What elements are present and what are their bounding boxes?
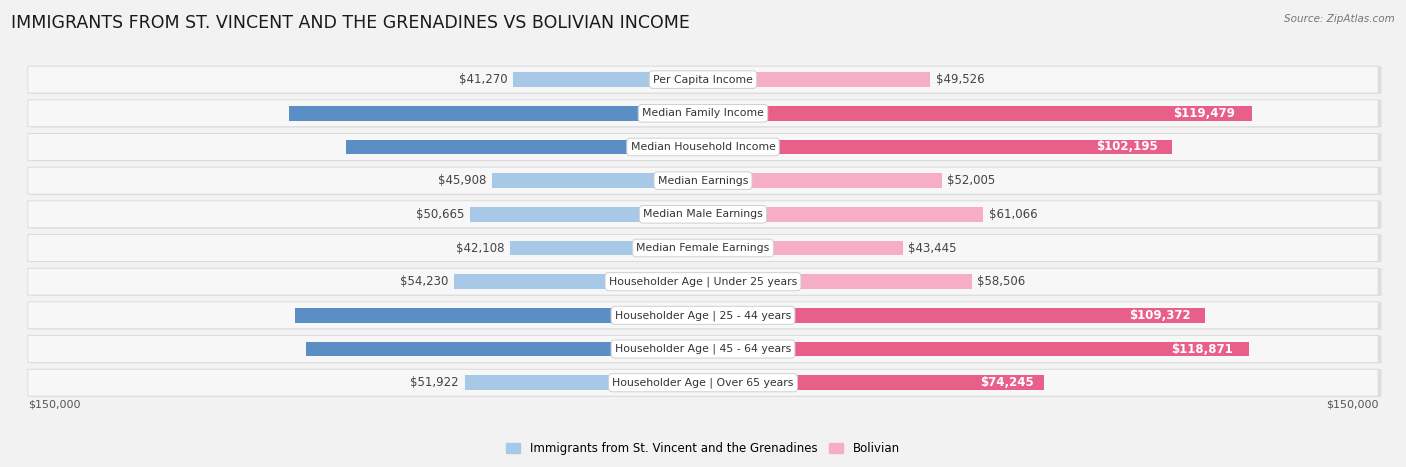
- Text: $118,871: $118,871: [1171, 342, 1233, 355]
- Text: $43,445: $43,445: [908, 241, 956, 255]
- Text: $88,888: $88,888: [690, 309, 745, 322]
- Bar: [346, 140, 703, 154]
- Text: $41,270: $41,270: [460, 73, 508, 86]
- Text: $49,526: $49,526: [936, 73, 984, 86]
- Text: $150,000: $150,000: [28, 400, 80, 410]
- Text: Householder Age | Over 65 years: Householder Age | Over 65 years: [612, 377, 794, 388]
- Text: $45,908: $45,908: [439, 174, 486, 187]
- FancyBboxPatch shape: [28, 66, 1378, 93]
- FancyBboxPatch shape: [31, 302, 1382, 330]
- Bar: [307, 342, 703, 356]
- Bar: [290, 106, 703, 120]
- FancyBboxPatch shape: [31, 268, 1382, 296]
- FancyBboxPatch shape: [31, 66, 1382, 94]
- Bar: [703, 72, 931, 87]
- FancyBboxPatch shape: [28, 100, 1378, 127]
- FancyBboxPatch shape: [31, 336, 1382, 363]
- Text: $58,506: $58,506: [977, 275, 1025, 288]
- Text: IMMIGRANTS FROM ST. VINCENT AND THE GRENADINES VS BOLIVIAN INCOME: IMMIGRANTS FROM ST. VINCENT AND THE GREN…: [11, 14, 690, 32]
- Bar: [703, 308, 1205, 323]
- Text: Median Earnings: Median Earnings: [658, 176, 748, 186]
- Text: Per Capita Income: Per Capita Income: [652, 75, 754, 85]
- Text: $150,000: $150,000: [1326, 400, 1378, 410]
- Bar: [295, 308, 703, 323]
- FancyBboxPatch shape: [31, 201, 1382, 228]
- Bar: [454, 275, 703, 289]
- Text: $109,372: $109,372: [1129, 309, 1191, 322]
- Text: Median Family Income: Median Family Income: [643, 108, 763, 118]
- Bar: [470, 207, 703, 221]
- Text: $90,094: $90,094: [690, 107, 744, 120]
- FancyBboxPatch shape: [31, 234, 1382, 262]
- FancyBboxPatch shape: [28, 302, 1378, 329]
- FancyBboxPatch shape: [28, 134, 1378, 161]
- Bar: [492, 173, 703, 188]
- Text: Median Household Income: Median Household Income: [630, 142, 776, 152]
- FancyBboxPatch shape: [28, 268, 1378, 295]
- Text: $52,005: $52,005: [948, 174, 995, 187]
- FancyBboxPatch shape: [28, 201, 1378, 228]
- Text: $61,066: $61,066: [988, 208, 1038, 221]
- Bar: [703, 173, 942, 188]
- Text: Householder Age | Under 25 years: Householder Age | Under 25 years: [609, 276, 797, 287]
- Text: Median Female Earnings: Median Female Earnings: [637, 243, 769, 253]
- FancyBboxPatch shape: [28, 336, 1378, 362]
- Text: Median Male Earnings: Median Male Earnings: [643, 209, 763, 219]
- FancyBboxPatch shape: [31, 167, 1382, 195]
- Text: Householder Age | 25 - 44 years: Householder Age | 25 - 44 years: [614, 310, 792, 321]
- Text: $51,922: $51,922: [411, 376, 458, 389]
- Bar: [509, 241, 703, 255]
- Text: $77,690: $77,690: [692, 141, 747, 154]
- Text: $102,195: $102,195: [1097, 141, 1159, 154]
- Bar: [703, 375, 1045, 390]
- Bar: [703, 275, 972, 289]
- Legend: Immigrants from St. Vincent and the Grenadines, Bolivian: Immigrants from St. Vincent and the Gren…: [502, 438, 904, 460]
- Text: $74,245: $74,245: [980, 376, 1033, 389]
- Bar: [703, 140, 1173, 154]
- Text: $119,479: $119,479: [1174, 107, 1236, 120]
- Bar: [703, 207, 983, 221]
- Text: Householder Age | 45 - 64 years: Householder Age | 45 - 64 years: [614, 344, 792, 354]
- Text: $50,665: $50,665: [416, 208, 465, 221]
- FancyBboxPatch shape: [28, 369, 1378, 396]
- Bar: [703, 106, 1251, 120]
- Text: $86,394: $86,394: [692, 342, 745, 355]
- Text: Source: ZipAtlas.com: Source: ZipAtlas.com: [1284, 14, 1395, 24]
- FancyBboxPatch shape: [31, 100, 1382, 127]
- FancyBboxPatch shape: [31, 134, 1382, 161]
- FancyBboxPatch shape: [28, 234, 1378, 262]
- Text: $54,230: $54,230: [401, 275, 449, 288]
- Bar: [513, 72, 703, 87]
- FancyBboxPatch shape: [31, 369, 1382, 397]
- Bar: [703, 241, 903, 255]
- Bar: [703, 342, 1249, 356]
- Text: $42,108: $42,108: [456, 241, 505, 255]
- FancyBboxPatch shape: [28, 167, 1378, 194]
- Bar: [464, 375, 703, 390]
